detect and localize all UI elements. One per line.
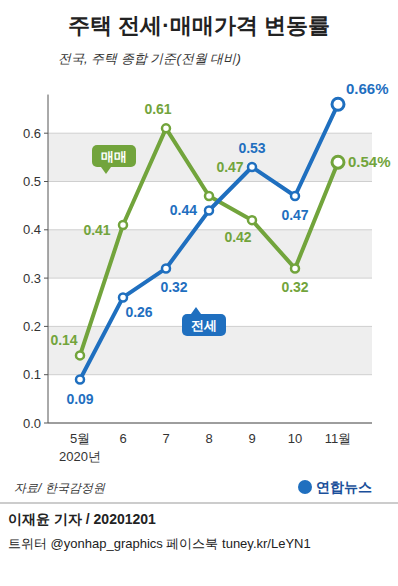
data-label: 0.42 xyxy=(224,229,251,245)
series-point xyxy=(205,206,213,214)
data-label: 0.32 xyxy=(281,279,308,295)
footer-rule xyxy=(0,503,398,504)
grid-line xyxy=(48,181,372,182)
x-tick-label: 9 xyxy=(248,431,255,446)
data-label: 0.47 xyxy=(216,159,243,175)
series-point xyxy=(248,163,256,171)
data-labels: 0.14 0.41 0.61 0.47 0.42 0.32 0.54% 0.09 0.26 0.3… xyxy=(50,80,390,406)
data-label: 0.44 xyxy=(170,202,197,218)
grid-line xyxy=(48,423,372,424)
data-label: 0.47 xyxy=(281,207,308,223)
legend-box xyxy=(182,314,226,336)
series-point xyxy=(291,264,299,272)
data-label: 0.41 xyxy=(83,222,110,238)
y-tick-label: 0.4 xyxy=(23,222,41,237)
y-tick-label: 0.6 xyxy=(23,126,41,141)
data-label: 0.32 xyxy=(160,279,187,295)
x-axis-label: 2020년 xyxy=(59,449,101,464)
grid-band xyxy=(48,133,372,181)
series-point xyxy=(205,192,213,200)
series-point xyxy=(119,293,127,301)
series-point xyxy=(76,351,84,359)
logo: 연합뉴스 xyxy=(316,479,372,495)
legend-entry: 전세 xyxy=(182,307,226,336)
x-tick-label: 5월 xyxy=(70,431,90,446)
legend-label: 전세 xyxy=(191,318,217,333)
y-tick-label: 0.3 xyxy=(23,271,41,286)
byline: 이재윤 기자 / 20201201 xyxy=(8,511,156,527)
y-tick xyxy=(44,133,48,134)
source: 자료/ 한국감정원 xyxy=(14,481,106,495)
grid-line xyxy=(48,374,372,375)
logo-icon xyxy=(298,480,312,494)
data-label: 0.53 xyxy=(238,140,265,156)
x-axis xyxy=(48,423,372,424)
chart-svg: 주택 전세·매매가격 변동률전국, 주택 종합 기준(전월 대비) 0.0 0.1 0… xyxy=(0,0,398,586)
subtitle: 전국, 주택 종합 기준(전월 대비) xyxy=(58,51,241,66)
y-tick-label: 0.2 xyxy=(23,319,41,334)
title: 주택 전세·매매가격 변동률 xyxy=(68,13,330,38)
y-tick xyxy=(44,374,48,375)
x-tick-label: 7 xyxy=(162,431,169,446)
data-label: 0.54% xyxy=(348,153,391,170)
legend-label: 매매 xyxy=(101,149,127,164)
grid-line xyxy=(48,278,372,279)
y-axis xyxy=(48,95,49,423)
credits: 트위터 @yonhap_graphics 페이스북 tuney.kr/LeYN1 xyxy=(8,536,311,551)
data-label: 0.61 xyxy=(144,101,171,117)
y-tick xyxy=(44,326,48,327)
legend-entry: 매매 xyxy=(92,145,136,174)
series-point xyxy=(291,192,299,200)
chart-container: 주택 전세·매매가격 변동률전국, 주택 종합 기준(전월 대비) 0.0 0.1 0… xyxy=(0,0,398,586)
y-tick-label: 0.0 xyxy=(23,416,41,431)
data-label: 0.26 xyxy=(125,304,152,320)
y-tick-label: 0.1 xyxy=(23,367,41,382)
legend-pointer xyxy=(101,167,111,174)
data-label: 0.66% xyxy=(346,80,389,97)
series-point xyxy=(162,264,170,272)
x-tick-label: 10 xyxy=(288,431,302,446)
series-line xyxy=(80,104,338,379)
series-point xyxy=(332,98,344,110)
plot-marks xyxy=(76,98,344,383)
x-tick-label: 6 xyxy=(119,431,126,446)
y-tick xyxy=(44,423,48,424)
series-line xyxy=(80,128,338,355)
y-tick xyxy=(44,229,48,230)
series-point xyxy=(119,221,127,229)
x-tick-label: 8 xyxy=(205,431,212,446)
series-point xyxy=(248,216,256,224)
x-tick-label: 11월 xyxy=(325,431,352,446)
y-tick-label: 0.5 xyxy=(23,174,41,189)
series-point xyxy=(76,376,84,384)
data-label: 0.14 xyxy=(50,332,77,348)
series-point xyxy=(332,156,344,168)
legend-box xyxy=(92,145,136,167)
legend-pointer xyxy=(191,307,201,314)
y-tick xyxy=(44,181,48,182)
data-label: 0.09 xyxy=(66,391,93,407)
series-point xyxy=(162,124,170,132)
y-tick xyxy=(44,278,48,279)
